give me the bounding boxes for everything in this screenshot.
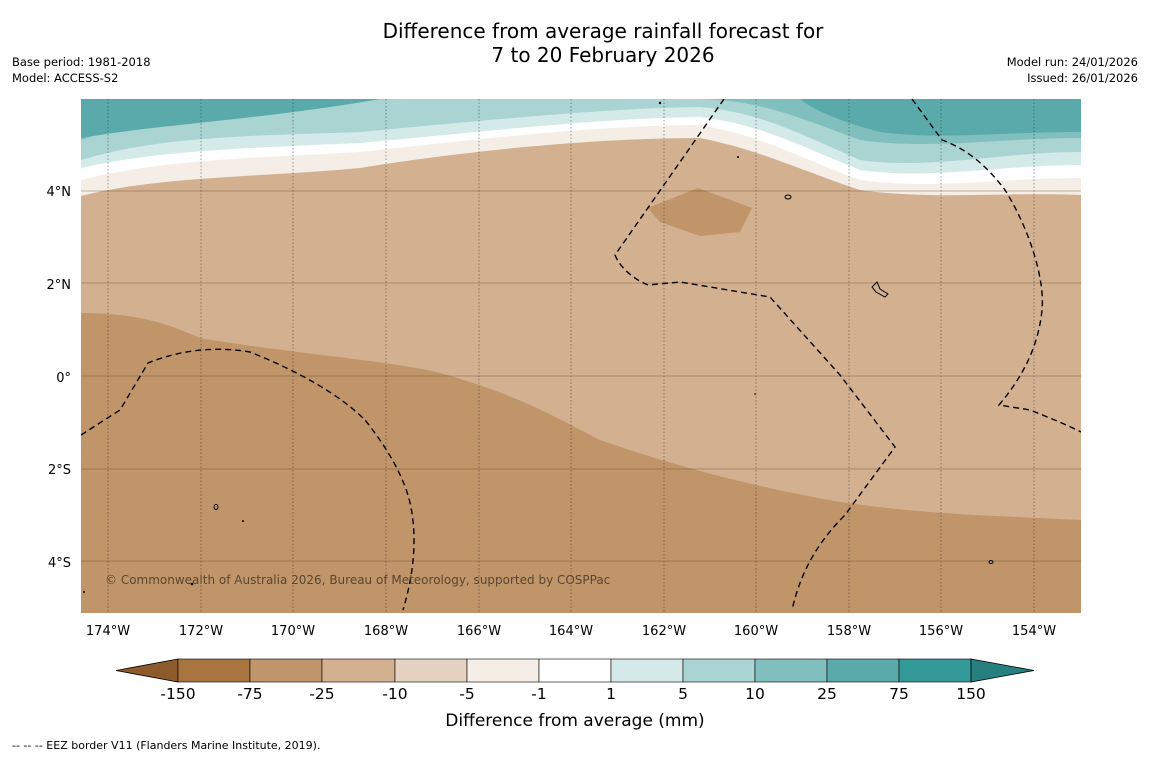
colorbar-ticks: -150 -75 -25 -10 -5 -1 1 5 10 25 75 150 bbox=[160, 685, 985, 703]
eez-source-note: -- -- -- EEZ border V11 (Flanders Marine… bbox=[12, 739, 321, 752]
colorbar-legend: -150 -75 -25 -10 -5 -1 1 5 10 25 75 150 … bbox=[115, 658, 1035, 731]
island bbox=[658, 101, 662, 105]
eez-borders bbox=[81, 99, 1081, 611]
colorbar-tick: -5 bbox=[459, 685, 474, 703]
chart-title: Difference from average rainfall forecas… bbox=[300, 19, 906, 67]
copyright-notice: © Commonwealth of Australia 2026, Bureau… bbox=[105, 573, 610, 587]
colorbar-swatch bbox=[394, 658, 468, 683]
meridian-lines bbox=[107, 99, 1035, 613]
colorbar-swatch bbox=[682, 658, 756, 683]
lat-label-4S: 4°S bbox=[48, 556, 71, 571]
anomaly-band-plus-25-east bbox=[800, 99, 1081, 136]
anomaly-band-minus-75-south bbox=[81, 313, 1081, 613]
colorbar-swatch bbox=[754, 658, 828, 683]
colorbar-swatch bbox=[249, 658, 323, 683]
colorbar-tick: 5 bbox=[678, 685, 688, 703]
lat-label-2N: 2°N bbox=[47, 278, 72, 293]
colorbar-swatch bbox=[466, 658, 540, 683]
graticule bbox=[81, 190, 1081, 562]
islands bbox=[213, 194, 994, 564]
lon-label-158W: 158°W bbox=[827, 624, 871, 639]
lon-label-168W: 168°W bbox=[364, 624, 408, 639]
lon-label-160W: 160°W bbox=[734, 624, 778, 639]
island bbox=[213, 504, 219, 510]
colorbar-tick: 150 bbox=[956, 685, 986, 703]
colorbar-extend-right bbox=[970, 658, 1035, 683]
island bbox=[871, 281, 889, 298]
colorbar-swatch bbox=[538, 658, 612, 683]
issued-date: Issued: 26/01/2026 bbox=[1027, 71, 1138, 85]
colorbar-tick: 10 bbox=[745, 685, 765, 703]
eez-border-central bbox=[614, 99, 896, 611]
lon-label-174W: 174°W bbox=[86, 624, 130, 639]
colorbar-tick: -1 bbox=[531, 685, 546, 703]
colorbar-label: Difference from average (mm) bbox=[445, 711, 704, 731]
colorbar-tick: 25 bbox=[817, 685, 837, 703]
anomaly-band-plus-25-west bbox=[81, 99, 380, 138]
colorbar-tick: -75 bbox=[237, 685, 262, 703]
metadata-right: Model run: 24/01/2026 Issued: 26/01/2026 bbox=[1007, 54, 1138, 86]
lon-label-156W: 156°W bbox=[919, 624, 963, 639]
island bbox=[190, 582, 194, 586]
island bbox=[784, 194, 792, 200]
lon-label-164W: 164°W bbox=[549, 624, 593, 639]
latitude-labels: 4°N 2°N 0° 2°S 4°S bbox=[47, 185, 72, 571]
colorbar-extend-left bbox=[115, 658, 179, 683]
colorbar-swatch bbox=[321, 658, 396, 683]
lon-label-170W: 170°W bbox=[271, 624, 315, 639]
colorbar-swatch bbox=[610, 658, 684, 683]
island bbox=[988, 560, 994, 564]
longitude-labels: 174°W 172°W 170°W 168°W 166°W 164°W 162°… bbox=[86, 624, 1056, 639]
island bbox=[737, 156, 739, 158]
lon-label-154W: 154°W bbox=[1012, 624, 1056, 639]
lat-label-2S: 2°S bbox=[48, 463, 71, 478]
colorbar-swatch bbox=[898, 658, 972, 683]
lat-label-0: 0° bbox=[56, 371, 71, 386]
model-name: Model: ACCESS-S2 bbox=[12, 71, 119, 85]
base-period: Base period: 1981-2018 bbox=[12, 55, 151, 69]
colorbar-tick: 75 bbox=[889, 685, 909, 703]
map-panel: © Commonwealth of Australia 2026, Bureau… bbox=[81, 99, 1081, 613]
colorbar-tick: -10 bbox=[382, 685, 407, 703]
model-run: Model run: 24/01/2026 bbox=[1006, 55, 1138, 69]
title-line-2: 7 to 20 February 2026 bbox=[491, 43, 715, 67]
colorbar-swatch bbox=[826, 658, 900, 683]
eez-border-east bbox=[911, 99, 1081, 433]
lon-label-166W: 166°W bbox=[457, 624, 501, 639]
island bbox=[754, 393, 756, 395]
island bbox=[83, 591, 85, 593]
island bbox=[242, 520, 244, 522]
colorbar-swatch bbox=[177, 658, 251, 683]
colorbar-tick: -150 bbox=[160, 685, 195, 703]
anomaly-patch-minus-75 bbox=[648, 188, 752, 236]
colorbar-tick: 1 bbox=[606, 685, 616, 703]
lat-label-4N: 4°N bbox=[47, 185, 72, 200]
title-line-1: Difference from average rainfall forecas… bbox=[382, 19, 824, 43]
lon-label-172W: 172°W bbox=[179, 624, 223, 639]
eez-border-west bbox=[81, 348, 415, 611]
metadata-left: Base period: 1981-2018 Model: ACCESS-S2 bbox=[12, 54, 151, 86]
lon-label-162W: 162°W bbox=[642, 624, 686, 639]
colorbar-tick: -25 bbox=[309, 685, 334, 703]
atoll-dots bbox=[83, 101, 756, 593]
